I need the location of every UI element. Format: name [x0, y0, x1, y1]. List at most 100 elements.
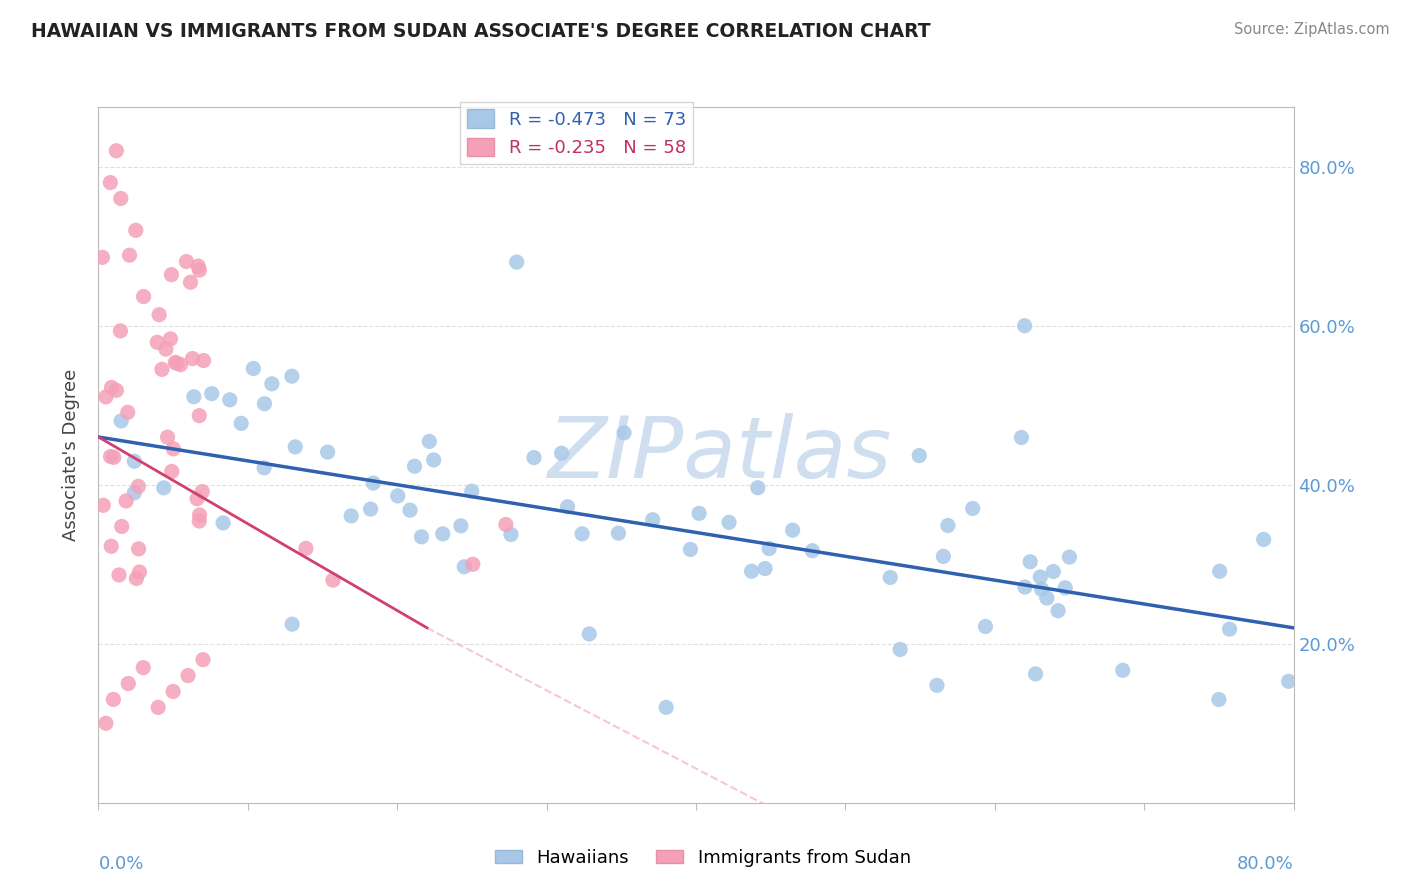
Point [295, 541, 318, 556]
Point [128, 541, 150, 556]
Point [100, 539, 122, 553]
Point [162, 442, 184, 456]
Point [100, 450, 122, 464]
Point [117, 676, 139, 690]
Point [148, 308, 170, 322]
Point [550, 446, 572, 460]
Point [188, 514, 211, 528]
Point [1059, 550, 1081, 565]
Point [360, 502, 382, 516]
Point [100, 380, 122, 394]
Point [187, 259, 209, 273]
Point [132, 289, 155, 303]
Point [281, 369, 304, 384]
Point [91, 250, 114, 264]
Legend: R = -0.473   N = 73, R = -0.235   N = 58: R = -0.473 N = 73, R = -0.235 N = 58 [460, 103, 693, 164]
Point [152, 481, 174, 495]
Point [108, 568, 131, 582]
Point [103, 450, 125, 465]
Point [193, 353, 215, 368]
Point [322, 573, 344, 587]
Point [181, 351, 204, 366]
Point [94, 390, 117, 404]
Point [418, 434, 440, 449]
Point [125, 572, 148, 586]
Point [160, 465, 183, 479]
Point [607, 526, 630, 541]
Point [1036, 591, 1059, 606]
Point [201, 386, 224, 401]
Legend: Hawaiians, Immigrants from Sudan: Hawaiians, Immigrants from Sudan [488, 842, 918, 874]
Y-axis label: Associate's Degree: Associate's Degree [62, 368, 80, 541]
Point [1010, 430, 1032, 444]
Point [176, 254, 198, 268]
Point [1029, 570, 1052, 584]
Point [98, 176, 122, 190]
Point [499, 527, 522, 541]
Point [150, 362, 173, 376]
Point [801, 543, 824, 558]
Point [191, 484, 214, 499]
Point [105, 144, 128, 158]
Point [1025, 667, 1047, 681]
Point [127, 479, 149, 493]
Point [1014, 580, 1036, 594]
Point [340, 508, 363, 523]
Point [124, 485, 146, 500]
Point [450, 518, 472, 533]
Point [118, 248, 141, 262]
Point [925, 678, 948, 692]
Point [461, 484, 484, 499]
Point [422, 453, 444, 467]
Point [578, 627, 600, 641]
Point [641, 513, 664, 527]
Text: 80.0%: 80.0% [1237, 855, 1294, 873]
Point [889, 642, 911, 657]
Point [432, 527, 454, 541]
Point [103, 692, 125, 706]
Point [128, 565, 150, 579]
Point [741, 564, 763, 578]
Point [155, 342, 177, 356]
Point [932, 549, 955, 564]
Point [1042, 565, 1064, 579]
Point [94, 716, 117, 731]
Point [253, 397, 276, 411]
Point [169, 358, 191, 372]
Point [231, 417, 253, 431]
Point [159, 332, 181, 346]
Point [166, 356, 188, 370]
Point [506, 255, 529, 269]
Point [1253, 533, 1275, 547]
Point [495, 517, 517, 532]
Point [188, 263, 211, 277]
Point [782, 523, 804, 537]
Point [747, 481, 769, 495]
Point [124, 454, 146, 468]
Point [754, 561, 776, 575]
Point [146, 335, 169, 350]
Point [188, 508, 211, 522]
Point [404, 459, 426, 474]
Point [260, 376, 283, 391]
Text: ZIPatlas: ZIPatlas [548, 413, 891, 497]
Point [91, 498, 114, 512]
Point [1019, 555, 1042, 569]
Text: HAWAIIAN VS IMMIGRANTS FROM SUDAN ASSOCIATE'S DEGREE CORRELATION CHART: HAWAIIAN VS IMMIGRANTS FROM SUDAN ASSOCI… [31, 22, 931, 41]
Point [156, 430, 179, 444]
Point [132, 660, 155, 674]
Point [1219, 622, 1241, 636]
Point [125, 223, 148, 237]
Point [188, 409, 211, 423]
Text: 0.0%: 0.0% [98, 855, 143, 873]
Point [453, 559, 475, 574]
Point [111, 519, 134, 533]
Point [399, 503, 422, 517]
Point [284, 440, 307, 454]
Point [117, 405, 139, 419]
Point [162, 684, 184, 698]
Point [242, 361, 264, 376]
Point [571, 526, 593, 541]
Point [1014, 318, 1036, 333]
Point [461, 558, 484, 572]
